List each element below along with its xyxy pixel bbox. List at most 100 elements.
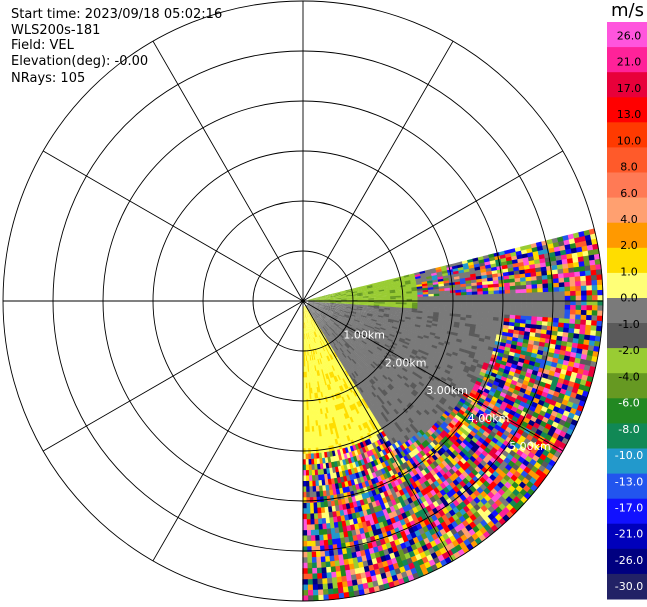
velocity-gate — [314, 319, 318, 325]
velocity-gate — [428, 307, 434, 311]
velocity-gate — [316, 318, 321, 323]
velocity-gate — [377, 354, 384, 360]
velocity-gate — [321, 312, 327, 317]
velocity-gate — [374, 402, 380, 410]
velocity-gate — [444, 290, 451, 294]
velocity-gate — [399, 316, 406, 319]
velocity-gate — [531, 288, 538, 294]
velocity-gate — [424, 347, 431, 352]
velocity-gate — [308, 302, 314, 304]
velocity-gate — [510, 406, 518, 413]
velocity-gate — [399, 279, 406, 283]
velocity-gate — [329, 294, 336, 297]
velocity-gate — [529, 328, 537, 334]
velocity-gate — [305, 306, 308, 312]
velocity-gate — [361, 329, 368, 334]
velocity-gate — [340, 293, 347, 296]
velocity-gate — [523, 335, 530, 341]
velocity-gate — [321, 320, 327, 325]
velocity-gate — [400, 348, 407, 353]
velocity-gate — [464, 349, 471, 355]
velocity-gate — [446, 397, 454, 404]
velocity-gate — [520, 277, 527, 283]
velocity-gate — [470, 409, 478, 417]
velocity-gate — [410, 339, 417, 344]
velocity-gate — [317, 317, 322, 322]
velocity-gate — [536, 320, 543, 326]
velocity-gate — [352, 364, 358, 371]
velocity-gate — [396, 398, 403, 405]
velocity-gate — [322, 319, 328, 324]
velocity-gate — [317, 341, 321, 348]
velocity-gate — [414, 326, 421, 330]
velocity-gate — [312, 326, 315, 333]
velocity-gate — [361, 391, 367, 398]
velocity-gate — [342, 390, 347, 397]
velocity-gate — [315, 318, 320, 324]
velocity-gate — [569, 318, 576, 325]
velocity-gate — [366, 426, 372, 433]
velocity-gate — [345, 311, 351, 314]
velocity-gate — [508, 274, 515, 280]
velocity-gate — [317, 317, 322, 322]
velocity-gate — [430, 433, 438, 440]
velocity-gate — [312, 314, 317, 319]
velocity-gate — [483, 300, 489, 305]
velocity-gate — [566, 253, 573, 260]
velocity-gate — [433, 445, 440, 453]
velocity-gate — [483, 400, 491, 407]
velocity-gate — [468, 367, 476, 373]
velocity-gate — [469, 421, 477, 429]
velocity-gate — [346, 356, 351, 362]
velocity-gate — [376, 439, 382, 447]
velocity-gate — [404, 322, 411, 326]
velocity-gate — [356, 442, 362, 450]
velocity-gate — [552, 269, 559, 276]
velocity-gate — [412, 333, 419, 338]
velocity-gate — [440, 396, 447, 403]
velocity-gate — [334, 322, 340, 327]
velocity-gate — [423, 460, 430, 468]
velocity-gate — [364, 334, 371, 339]
velocity-gate — [389, 373, 396, 380]
velocity-gate — [427, 450, 435, 457]
velocity-gate — [356, 375, 362, 382]
velocity-gate — [366, 331, 373, 336]
velocity-gate — [351, 305, 358, 307]
velocity-gate — [336, 343, 341, 349]
velocity-gate — [308, 301, 315, 303]
velocity-gate — [463, 378, 471, 385]
velocity-gate — [535, 271, 542, 277]
velocity-gate — [461, 306, 467, 310]
velocity-gate — [328, 320, 334, 325]
velocity-gate — [335, 306, 341, 309]
velocity-gate — [357, 368, 363, 374]
velocity-gate — [387, 426, 394, 434]
velocity-gate — [372, 342, 379, 347]
velocity-gate — [340, 390, 345, 397]
velocity-gate — [426, 429, 434, 436]
velocity-gate — [406, 298, 413, 301]
velocity-gate — [377, 332, 384, 337]
velocity-gate — [335, 375, 340, 382]
velocity-gate — [349, 353, 355, 359]
velocity-gate — [312, 305, 319, 309]
velocity-gate — [401, 367, 408, 373]
velocity-gate — [399, 450, 406, 458]
velocity-gate — [336, 426, 341, 434]
velocity-gate — [359, 320, 366, 324]
velocity-gate — [366, 438, 372, 446]
velocity-gate — [310, 308, 315, 313]
velocity-gate — [366, 468, 372, 475]
velocity-gate — [413, 486, 421, 494]
velocity-gate — [377, 469, 384, 477]
velocity-gate — [571, 252, 579, 259]
velocity-gate — [493, 293, 500, 298]
velocity-gate — [307, 304, 313, 308]
velocity-gate — [305, 305, 308, 312]
velocity-gate — [311, 321, 315, 327]
velocity-gate — [471, 436, 479, 444]
velocity-gate — [343, 344, 349, 350]
velocity-gate — [308, 302, 314, 305]
velocity-gate — [390, 297, 396, 300]
